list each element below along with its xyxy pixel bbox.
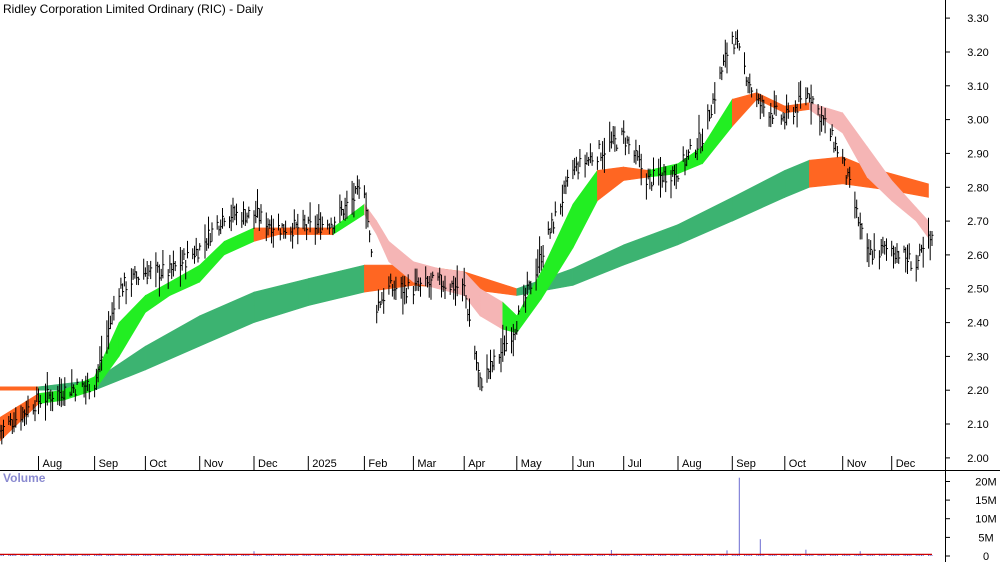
price-axis: 3.30 3.20 3.10 3.00 2.90 2.80 2.70 2.60 2.50 2.40… (945, 13, 989, 465)
date-tick-label: Nov (847, 458, 867, 470)
date-tick-label: Sep (736, 458, 756, 470)
date-tick-label: Dec (896, 458, 916, 470)
price-bars (0, 29, 934, 445)
short-band-segment (62, 376, 95, 401)
long-band-segment (145, 315, 200, 371)
long-band-segment (623, 224, 679, 266)
long-band-segment (731, 169, 786, 222)
short-ma-band (0, 92, 929, 442)
short-band-segment (572, 169, 598, 249)
volume-panel-title: Volume (3, 471, 46, 485)
long-band-segment (253, 278, 309, 324)
price-tick-label: 2.70 (967, 216, 988, 228)
date-tick-label: Feb (368, 458, 387, 470)
short-band-segment (376, 220, 390, 262)
price-tick-label: 3.30 (967, 13, 988, 25)
long-band-segment (199, 291, 255, 347)
date-axis: Aug Sep Oct Nov Dec 2025 Feb Mar Apr May Jun Jul Aug… (38, 456, 916, 470)
price-tick-label: 2.40 (967, 318, 988, 330)
price-tick-label: 2.10 (967, 419, 988, 431)
date-tick-label: Sep (99, 458, 119, 470)
date-tick-label: Apr (468, 458, 485, 470)
long-band-segment (572, 244, 625, 286)
short-band-segment (0, 393, 39, 442)
short-band-segment (597, 166, 625, 202)
volume-bars (0, 477, 933, 556)
long-band-segment (677, 196, 733, 246)
short-band-segment (915, 206, 929, 239)
short-band-segment (223, 227, 255, 256)
price-tick-label: 2.00 (967, 453, 988, 465)
volume-tick-label: 20M (975, 477, 996, 489)
price-tick-label: 2.80 (967, 182, 988, 194)
price-tick-label: 2.30 (967, 351, 988, 363)
date-tick-label: Dec (258, 458, 278, 470)
long-band-segment (784, 159, 810, 198)
chart-title: Ridley Corporation Limited Ordinary (RIC… (3, 2, 263, 16)
date-tick-label: Jul (628, 458, 642, 470)
long-band-segment (307, 264, 365, 306)
price-tick-label: 3.00 (967, 115, 988, 127)
short-band-segment (332, 203, 365, 236)
volume-tick-label: 0 (983, 551, 989, 562)
date-tick-label: Aug (43, 458, 63, 470)
date-tick-label: 2025 (312, 458, 336, 470)
short-band-segment (169, 264, 200, 296)
long-band-segment (0, 386, 39, 391)
short-band-segment (677, 146, 703, 175)
date-tick-label: May (521, 458, 542, 470)
price-tick-label: 2.60 (967, 250, 988, 262)
volume-tick-label: 10M (975, 514, 996, 526)
short-band-segment (145, 281, 171, 313)
short-band-segment (278, 227, 309, 235)
short-band-segment (479, 288, 504, 330)
volume-tick-label: 5M (978, 532, 993, 544)
volume-tick-label: 15M (975, 495, 996, 507)
price-tick-label: 2.90 (967, 148, 988, 160)
date-tick-label: Oct (789, 458, 806, 470)
volume-axis: 20M 15M 10M 5M 0 (945, 477, 997, 562)
short-band-segment (702, 98, 733, 165)
date-tick-label: Aug (682, 458, 702, 470)
price-tick-label: 2.20 (967, 385, 988, 397)
date-tick-label: Oct (149, 458, 166, 470)
price-tick-label: 3.10 (967, 81, 988, 93)
short-band-segment (731, 92, 758, 128)
price-tick-label: 3.20 (967, 47, 988, 59)
short-band-segment (502, 301, 518, 334)
price-tick-label: 2.50 (967, 284, 988, 296)
long-band-segment (809, 156, 844, 188)
short-band-segment (118, 294, 146, 358)
date-tick-label: Jun (577, 458, 595, 470)
short-band-segment (199, 240, 225, 283)
date-tick-label: Mar (417, 458, 436, 470)
date-tick-label: Nov (204, 458, 224, 470)
short-band-segment (809, 102, 844, 134)
short-band-segment (623, 166, 649, 181)
